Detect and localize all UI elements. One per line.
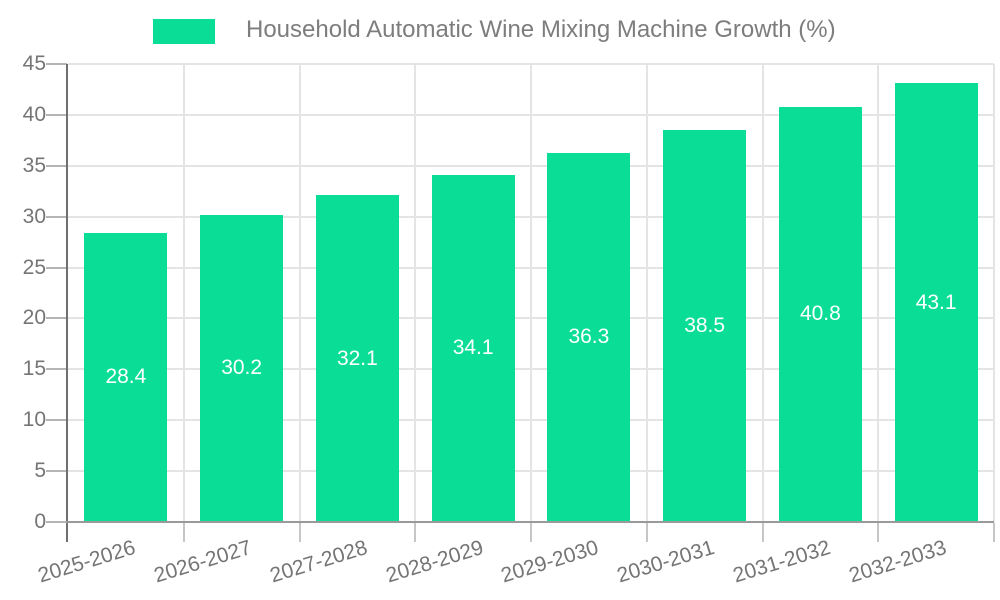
y-axis-tick-label: 15 — [22, 357, 46, 381]
y-axis-tick-label: 20 — [22, 306, 46, 330]
x-axis-category-label: 2025-2026 — [35, 536, 139, 588]
bar[interactable]: 28.4 — [84, 232, 168, 522]
y-axis-tick-label: 25 — [22, 255, 46, 279]
y-axis-tick — [46, 419, 67, 422]
legend-swatch[interactable] — [153, 19, 215, 44]
x-axis-tick — [761, 523, 764, 542]
bar[interactable]: 36.3 — [547, 152, 631, 522]
bar-value-label: 32.1 — [336, 346, 378, 370]
x-axis-category-label: 2032-2033 — [846, 536, 949, 588]
vertical-gridline — [182, 64, 185, 522]
bar[interactable]: 43.1 — [894, 83, 978, 522]
x-axis-category-label: 2030-2031 — [614, 536, 718, 588]
bar[interactable]: 30.2 — [200, 214, 284, 522]
y-axis-tick — [46, 368, 67, 371]
bar-value-label: 40.8 — [799, 302, 841, 326]
x-axis-tick — [298, 523, 301, 542]
bar-value-label: 36.3 — [568, 325, 610, 349]
x-axis-line — [66, 521, 994, 523]
y-axis-tick-label: 45 — [22, 52, 46, 75]
bar[interactable]: 34.1 — [431, 174, 515, 522]
y-axis-tick — [46, 470, 67, 473]
x-axis-category-label: 2028-2029 — [383, 536, 486, 588]
y-axis-line — [66, 64, 68, 542]
x-axis-tick — [530, 523, 532, 542]
x-axis-tick — [414, 523, 417, 542]
vertical-gridline — [530, 64, 532, 522]
x-axis-tick — [993, 523, 995, 542]
x-axis-tick — [182, 523, 185, 542]
bar[interactable]: 32.1 — [315, 195, 399, 522]
x-axis-tick — [645, 523, 648, 542]
legend-label[interactable]: Household Automatic Wine Mixing Machine … — [246, 16, 836, 43]
y-axis-tick-label: 40 — [22, 102, 46, 126]
bar-value-label: 28.4 — [105, 365, 147, 389]
x-axis-category-label: 2029-2030 — [498, 536, 602, 588]
y-axis-tick-label: 30 — [22, 204, 46, 228]
y-axis-tick-label: 5 — [34, 459, 46, 483]
y-axis-tick — [46, 317, 67, 320]
bar-value-label: 43.1 — [915, 290, 957, 314]
bar-value-label: 34.1 — [452, 336, 494, 360]
x-axis-tick — [877, 523, 880, 542]
vertical-gridline — [761, 64, 764, 522]
bar-value-label: 30.2 — [221, 356, 263, 380]
bar-value-label: 38.5 — [684, 314, 726, 338]
y-axis-tick-label: 35 — [22, 153, 46, 177]
y-axis-tick — [46, 164, 67, 167]
vertical-gridline — [298, 64, 301, 522]
vertical-gridline — [877, 64, 880, 522]
y-axis-tick — [46, 266, 67, 269]
bar[interactable]: 40.8 — [778, 106, 862, 522]
x-axis-category-label: 2027-2028 — [267, 536, 371, 588]
y-axis-tick-label: 10 — [22, 408, 46, 432]
vertical-gridline — [414, 64, 417, 522]
vertical-gridline — [645, 64, 648, 522]
vertical-gridline — [993, 64, 995, 522]
bar[interactable]: 38.5 — [663, 130, 747, 522]
y-axis-tick — [46, 113, 67, 116]
y-axis-tick — [46, 63, 67, 65]
y-axis-tick — [46, 215, 67, 218]
y-axis-tick-label: 0 — [34, 510, 46, 533]
x-axis-category-label: 2031-2032 — [730, 536, 834, 588]
y-axis-tick — [46, 521, 67, 523]
x-axis-category-label: 2026-2027 — [151, 536, 255, 588]
